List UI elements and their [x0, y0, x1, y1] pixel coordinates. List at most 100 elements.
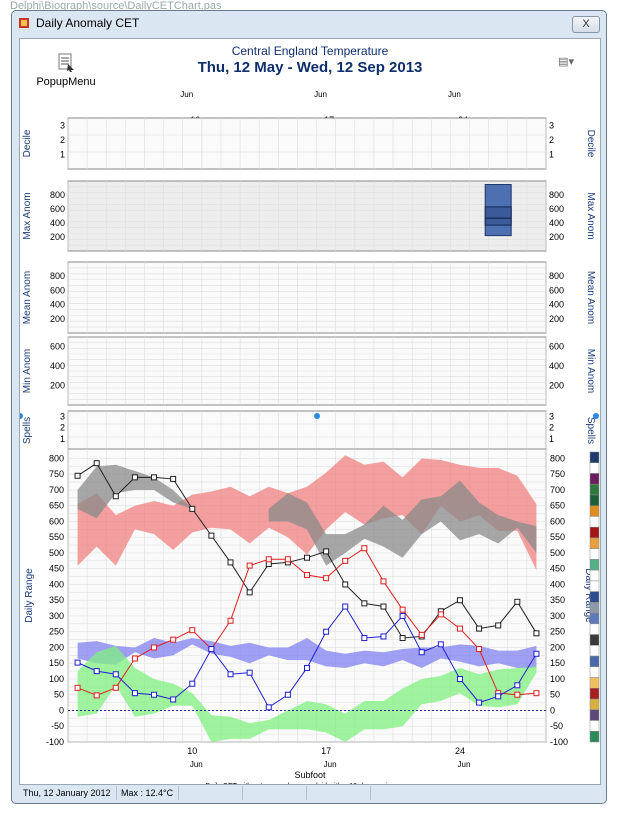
popup-menu-button[interactable]: PopupMenu	[34, 53, 98, 89]
legend-swatch	[589, 655, 600, 668]
data-point	[399, 635, 406, 642]
close-button[interactable]: X	[572, 16, 600, 33]
data-point	[246, 669, 253, 676]
data-point	[189, 680, 196, 687]
panel-tick-label: 2	[60, 423, 65, 433]
panel-axis-label: Max Anom	[585, 192, 596, 239]
legend-swatch	[589, 494, 600, 506]
main-tick-label: 600	[550, 516, 565, 526]
data-point	[456, 675, 463, 682]
panel-tick-label: 2	[549, 423, 554, 433]
panel-tick-label: 1	[60, 149, 65, 159]
main-tick-label: 500	[550, 548, 565, 558]
main-tick-label: 650	[550, 501, 565, 511]
bottom-date-label: 17	[321, 746, 331, 756]
main-tick-label: -50	[51, 721, 64, 731]
data-point	[342, 581, 349, 588]
legend-swatch	[589, 569, 600, 582]
legend-swatch	[589, 698, 600, 711]
data-point	[361, 545, 368, 552]
panel-tick-label: 3	[549, 120, 554, 130]
legend-swatch	[589, 688, 600, 700]
data-point	[227, 671, 234, 678]
panel-tick-label: 200	[50, 381, 65, 391]
status-cell	[307, 786, 371, 800]
data-point	[112, 493, 119, 500]
main-tick-label: 650	[49, 501, 64, 511]
data-point	[112, 684, 119, 691]
panel-axis-label: Min Anom	[585, 349, 596, 393]
spell-marker	[593, 413, 599, 419]
status-cell	[179, 786, 243, 800]
legend-swatch	[589, 473, 600, 485]
spell-marker	[20, 413, 23, 419]
data-point	[131, 655, 138, 662]
data-point	[514, 691, 521, 698]
subfoot-label: Subfoot	[294, 770, 326, 780]
legend-swatch	[589, 451, 600, 463]
panel-tick-label: 600	[50, 204, 65, 214]
legend-swatch	[589, 505, 600, 517]
panel-tick-label: 3	[60, 120, 65, 130]
data-point	[170, 475, 177, 482]
bottom-month-label: Jun	[324, 760, 337, 769]
panel-tick-label: 200	[549, 232, 564, 242]
panel-tick-label: 600	[549, 285, 564, 295]
data-point	[208, 646, 215, 653]
panel-axis-label: Spells	[585, 417, 596, 444]
panel-tick-label: 800	[50, 190, 65, 200]
legend-swatch	[589, 645, 600, 657]
dropdown-menu-icon[interactable]: ▤▾	[558, 56, 574, 68]
panel-axis-label: Spells	[22, 417, 33, 444]
data-point	[93, 692, 100, 699]
panel-tick-label: 800	[549, 190, 564, 200]
data-point	[227, 559, 234, 566]
top-month-label: Jun	[448, 90, 461, 99]
app-icon	[19, 18, 29, 28]
data-point	[284, 691, 291, 698]
data-point	[227, 617, 234, 624]
data-point	[170, 636, 177, 643]
data-point	[93, 460, 100, 467]
chart-date-range: Thu, 12 May - Wed, 12 Sep 2013	[197, 59, 423, 76]
legend-swatch	[589, 559, 600, 571]
legend-swatch	[589, 677, 600, 689]
main-tick-label: 350	[49, 595, 64, 605]
panel-tick-label: 600	[50, 285, 65, 295]
main-tick-label: 750	[49, 469, 64, 479]
legend-swatch	[589, 548, 600, 560]
data-point	[304, 664, 310, 671]
title-bar[interactable]: Daily Anomaly CET X	[12, 11, 606, 35]
panel-tick-label: 2	[549, 135, 554, 145]
panel-tick-label: 1	[549, 434, 554, 444]
legend-swatch	[589, 720, 600, 732]
main-tick-label: 350	[550, 595, 565, 605]
legend-swatch	[589, 462, 600, 474]
bottom-month-label: Jun	[458, 760, 471, 769]
panel-axis-label: Mean Anom	[585, 271, 596, 324]
data-point	[131, 474, 138, 481]
legend-swatch	[589, 709, 600, 721]
data-point	[514, 598, 521, 605]
panel-axis-label: Decile	[22, 129, 33, 157]
panel-tick-label: 200	[50, 314, 65, 324]
status-bar: Thu, 12 January 2012 Max : 12.4°C	[19, 785, 599, 801]
data-point	[323, 628, 330, 635]
panel-frame	[67, 117, 547, 170]
main-tick-label: 300	[49, 611, 64, 621]
main-tick-label: 800	[49, 453, 64, 463]
main-tick-label: 0	[550, 705, 555, 715]
main-tick-label: -100	[46, 737, 64, 747]
main-tick-label: 50	[54, 690, 64, 700]
panel-tick-label: 400	[549, 361, 564, 371]
data-point	[495, 622, 502, 629]
main-tick-label: 100	[49, 674, 64, 684]
data-point	[265, 704, 272, 711]
data-point	[495, 693, 502, 700]
top-month-label: Jun	[180, 90, 193, 99]
main-tick-label: 400	[49, 579, 64, 589]
band-area	[77, 464, 193, 519]
data-point	[533, 630, 540, 637]
data-point	[418, 649, 425, 656]
top-month-label: Jun	[314, 90, 327, 99]
